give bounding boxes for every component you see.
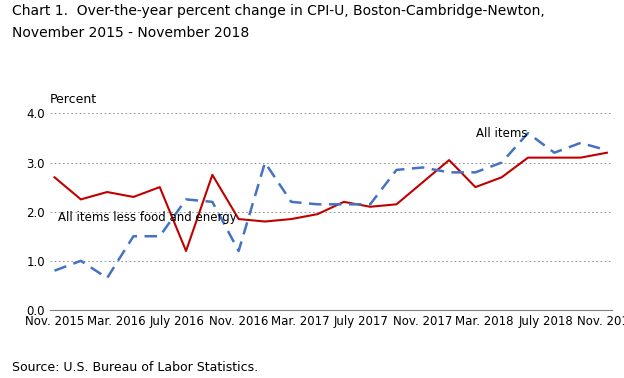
Text: Percent: Percent [50,93,97,106]
Text: Source: U.S. Bureau of Labor Statistics.: Source: U.S. Bureau of Labor Statistics. [12,361,258,374]
Text: All items less food and energy: All items less food and energy [57,211,236,224]
Text: Chart 1.  Over-the-year percent change in CPI-U, Boston-Cambridge-Newton,: Chart 1. Over-the-year percent change in… [12,4,545,18]
Text: November 2015 - November 2018: November 2015 - November 2018 [12,26,250,40]
Text: All items: All items [477,127,528,140]
